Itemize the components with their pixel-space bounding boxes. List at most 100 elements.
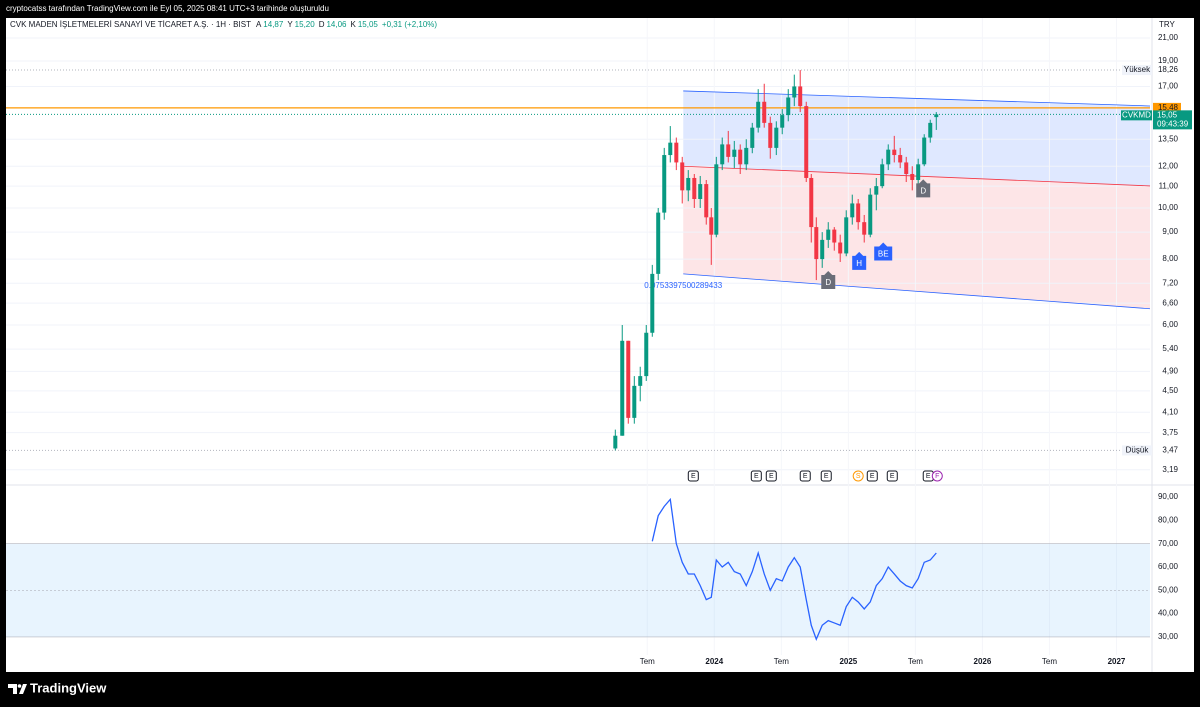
candle-body xyxy=(880,164,885,187)
last-price-label: 15,05 xyxy=(1157,110,1178,119)
signal-label: D xyxy=(920,186,926,195)
hline-label: 15,48 xyxy=(1158,103,1179,112)
y-tick-label: 10,00 xyxy=(1158,203,1179,212)
y-tick-label: 7,20 xyxy=(1162,278,1178,287)
ohlc-value: 14,06 xyxy=(326,20,347,29)
y-tick-label: 5,40 xyxy=(1162,344,1178,353)
candle-body xyxy=(726,144,731,157)
candle-body xyxy=(856,203,861,223)
candle-body xyxy=(732,149,737,157)
x-tick-label: Tem xyxy=(774,657,789,666)
x-tick-label: 2024 xyxy=(705,657,723,666)
ohlc-label: A xyxy=(256,20,262,29)
candle-body xyxy=(698,184,703,200)
candle-body xyxy=(780,115,785,128)
rsi-tick-label: 60,00 xyxy=(1158,562,1179,571)
candle-body xyxy=(826,229,831,240)
ohlc-label: D xyxy=(319,20,325,29)
candle-body xyxy=(820,239,825,260)
y-tick-label: 12,00 xyxy=(1158,161,1179,170)
y-tick-label: 9,00 xyxy=(1162,227,1178,236)
candle-body xyxy=(868,194,873,235)
rsi-line xyxy=(651,497,937,642)
event-label: S xyxy=(856,473,861,480)
x-tick-label: Tem xyxy=(640,657,655,666)
rsi-tick-label: 90,00 xyxy=(1158,492,1179,501)
attribution: cryptocatss tarafından TradingView.com i… xyxy=(6,4,329,13)
candle-body xyxy=(922,137,927,165)
currency: TRY xyxy=(1159,20,1176,29)
signal-marker xyxy=(821,270,836,289)
channel-upper xyxy=(683,90,1151,107)
candle-body xyxy=(674,142,679,163)
y-tick-label: 4,50 xyxy=(1162,386,1178,395)
candle-body xyxy=(844,217,849,254)
event-label: E xyxy=(754,473,759,480)
change: +0,31 (+2,10%) xyxy=(382,20,437,29)
candle-body xyxy=(850,203,855,218)
candle-body xyxy=(934,114,939,118)
hline-label-box xyxy=(1153,102,1181,113)
event-marker xyxy=(931,470,943,482)
signal-label: BE xyxy=(878,250,889,259)
y-tick-label: 4,90 xyxy=(1162,366,1178,375)
ohlc-label: K xyxy=(351,20,357,29)
candle-body xyxy=(620,340,625,436)
rsi-tick-label: 50,00 xyxy=(1158,585,1179,594)
rsi-tick-label: 30,00 xyxy=(1158,632,1179,641)
rsi-tick-label: 80,00 xyxy=(1158,515,1179,524)
candle-body xyxy=(668,142,673,156)
candle-body xyxy=(832,229,837,243)
candle-body xyxy=(750,127,755,148)
candle-body xyxy=(720,144,725,165)
candle-body xyxy=(638,376,643,386)
y-tick-label: 3,19 xyxy=(1162,465,1178,474)
signal-marker xyxy=(916,179,931,198)
event-marker xyxy=(799,470,811,482)
last-price-box xyxy=(1153,110,1192,130)
candle-body xyxy=(916,164,921,180)
signal-label: D xyxy=(825,278,831,287)
x-tick-label: 2026 xyxy=(974,657,992,666)
candle-body xyxy=(904,162,909,174)
event-label: E xyxy=(870,473,875,480)
y-tick-label: 17,00 xyxy=(1158,82,1179,91)
chart-title: CVK MADEN İŞLETMELERİ SANAYİ VE TİCARET … xyxy=(10,20,251,29)
candle-body xyxy=(809,177,814,228)
event-label: E xyxy=(890,473,895,480)
candle-body xyxy=(862,222,867,235)
y-tick-label: 8,00 xyxy=(1162,254,1178,263)
candle-body xyxy=(626,340,631,418)
x-tick-label: 2027 xyxy=(1108,657,1126,666)
candle-body xyxy=(613,435,618,449)
candle-body xyxy=(798,86,803,107)
level-name-box xyxy=(1122,65,1152,76)
y-tick-label: 13,50 xyxy=(1158,134,1179,143)
event-marker xyxy=(866,470,878,482)
candle-body xyxy=(792,86,797,98)
y-tick-label: 3,75 xyxy=(1162,428,1178,437)
candle-body xyxy=(892,149,897,156)
candle-body xyxy=(910,173,915,180)
x-tick-label: Tem xyxy=(1042,657,1057,666)
candle-body xyxy=(650,273,655,333)
candle-body xyxy=(774,127,779,148)
y-tick-label: 21,00 xyxy=(1158,33,1179,42)
event-label: E xyxy=(769,473,774,480)
level-name-box xyxy=(1122,445,1152,456)
event-marker xyxy=(687,470,699,482)
candle-body xyxy=(709,217,714,235)
candle-body xyxy=(632,385,637,418)
channel-upper-fill xyxy=(683,90,1150,186)
level-label: 18,26 xyxy=(1158,65,1179,74)
event-marker xyxy=(765,470,777,482)
candle-body xyxy=(762,101,767,123)
candle-body xyxy=(662,155,667,213)
candle-body xyxy=(756,101,761,128)
candle-body xyxy=(814,227,819,260)
candle-body xyxy=(886,149,891,165)
signal-marker xyxy=(874,242,893,261)
event-label: E xyxy=(803,473,808,480)
event-marker xyxy=(820,470,832,482)
